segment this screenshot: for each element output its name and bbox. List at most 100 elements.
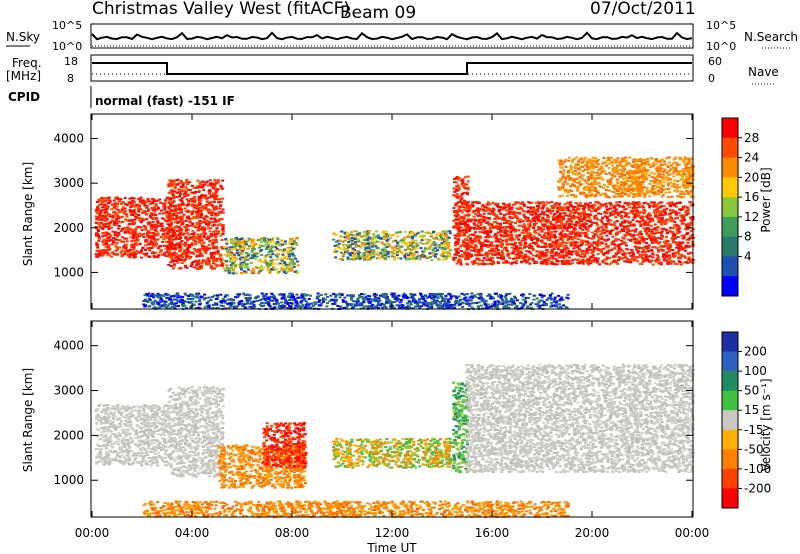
power-cell	[208, 183, 212, 186]
power-cell	[265, 261, 269, 264]
power-cell	[616, 262, 620, 265]
power-cell	[219, 261, 223, 264]
power-cell	[187, 244, 191, 247]
power-cell	[497, 226, 501, 228]
power-cell	[194, 211, 198, 214]
power-cell	[286, 265, 290, 268]
power-cell	[171, 235, 175, 237]
power-cell	[178, 199, 182, 201]
power-cell	[573, 244, 577, 247]
power-cell	[359, 234, 363, 237]
power-cell	[144, 201, 148, 204]
power-cell	[105, 242, 109, 245]
power-cell	[495, 240, 499, 243]
power-cell	[365, 255, 369, 258]
power-cell	[167, 206, 171, 208]
power-cell	[550, 205, 554, 208]
power-cell	[246, 247, 250, 250]
power-cell	[152, 208, 156, 211]
power-cell	[101, 254, 105, 257]
nsky-label: N.Sky	[6, 30, 40, 44]
power-cell	[366, 234, 370, 237]
power-cell	[618, 246, 622, 249]
power-cell	[204, 205, 208, 208]
power-cell	[486, 201, 490, 204]
power-cell	[631, 229, 635, 232]
power-cell	[181, 256, 185, 259]
power-cell	[175, 214, 179, 217]
power-cell	[295, 236, 299, 239]
power-cell	[288, 255, 291, 258]
power-cell	[347, 241, 351, 243]
power-cell	[485, 255, 489, 258]
nave-tick-top: 60	[708, 55, 722, 68]
power-cell	[513, 230, 517, 233]
power-cell	[162, 238, 166, 241]
power-cell	[502, 207, 506, 210]
power-cell	[186, 253, 190, 256]
power-cell	[221, 227, 225, 230]
power-cell	[173, 264, 177, 267]
power-cell	[205, 223, 209, 225]
power-cell	[461, 229, 465, 232]
power-cell	[170, 226, 174, 229]
power-cell	[290, 269, 294, 272]
power-cell	[228, 246, 232, 249]
power-cell	[346, 235, 350, 238]
power-cell	[526, 236, 530, 239]
power-cell	[375, 235, 379, 238]
power-cell	[624, 256, 628, 259]
power-cell	[249, 255, 253, 258]
power-cell	[391, 252, 395, 255]
power-cell	[288, 269, 292, 272]
power-cell	[174, 205, 178, 208]
power-cell	[230, 238, 234, 241]
power-cell	[130, 245, 134, 248]
power-cell	[124, 228, 128, 231]
power-cell	[103, 231, 107, 234]
power-cell	[168, 199, 172, 202]
power-cell	[192, 198, 196, 201]
power-cell	[217, 201, 221, 204]
power-cell	[344, 248, 348, 251]
freq-tick-bottom: 8	[67, 72, 74, 85]
power-cell	[157, 207, 161, 210]
power-cell	[633, 245, 637, 248]
power-cell	[185, 239, 189, 242]
power-cell	[464, 187, 468, 190]
power-cell	[572, 214, 576, 217]
power-cell	[150, 212, 154, 215]
power-cell	[529, 206, 532, 209]
power-cell	[233, 265, 237, 268]
power-cell	[195, 213, 199, 216]
power-cell	[229, 251, 233, 254]
power-cell	[170, 242, 174, 245]
power-cell	[107, 249, 111, 251]
power-cell	[101, 217, 105, 220]
power-cell	[496, 256, 500, 259]
power-cell	[106, 246, 110, 249]
power-cell	[426, 241, 430, 244]
power-cell	[385, 236, 389, 239]
power-cell	[553, 224, 557, 227]
power-cell	[134, 255, 137, 258]
power-cell	[632, 216, 636, 219]
power-cell	[573, 209, 577, 212]
power-cell	[138, 217, 141, 219]
power-cell	[269, 268, 273, 271]
power-cell	[129, 236, 133, 239]
power-cell	[203, 183, 207, 186]
power-cell	[453, 234, 457, 237]
power-cell	[215, 195, 219, 198]
power-cell	[376, 241, 380, 244]
power-cell	[472, 215, 476, 218]
power-cell	[146, 247, 150, 250]
power-cell	[196, 217, 200, 219]
power-cell	[338, 239, 342, 242]
power-cell	[115, 249, 119, 252]
power-cell	[284, 272, 288, 275]
power-cell	[243, 259, 247, 262]
power-cell	[355, 257, 359, 260]
power-cell	[198, 240, 202, 243]
power-cell	[186, 183, 189, 186]
